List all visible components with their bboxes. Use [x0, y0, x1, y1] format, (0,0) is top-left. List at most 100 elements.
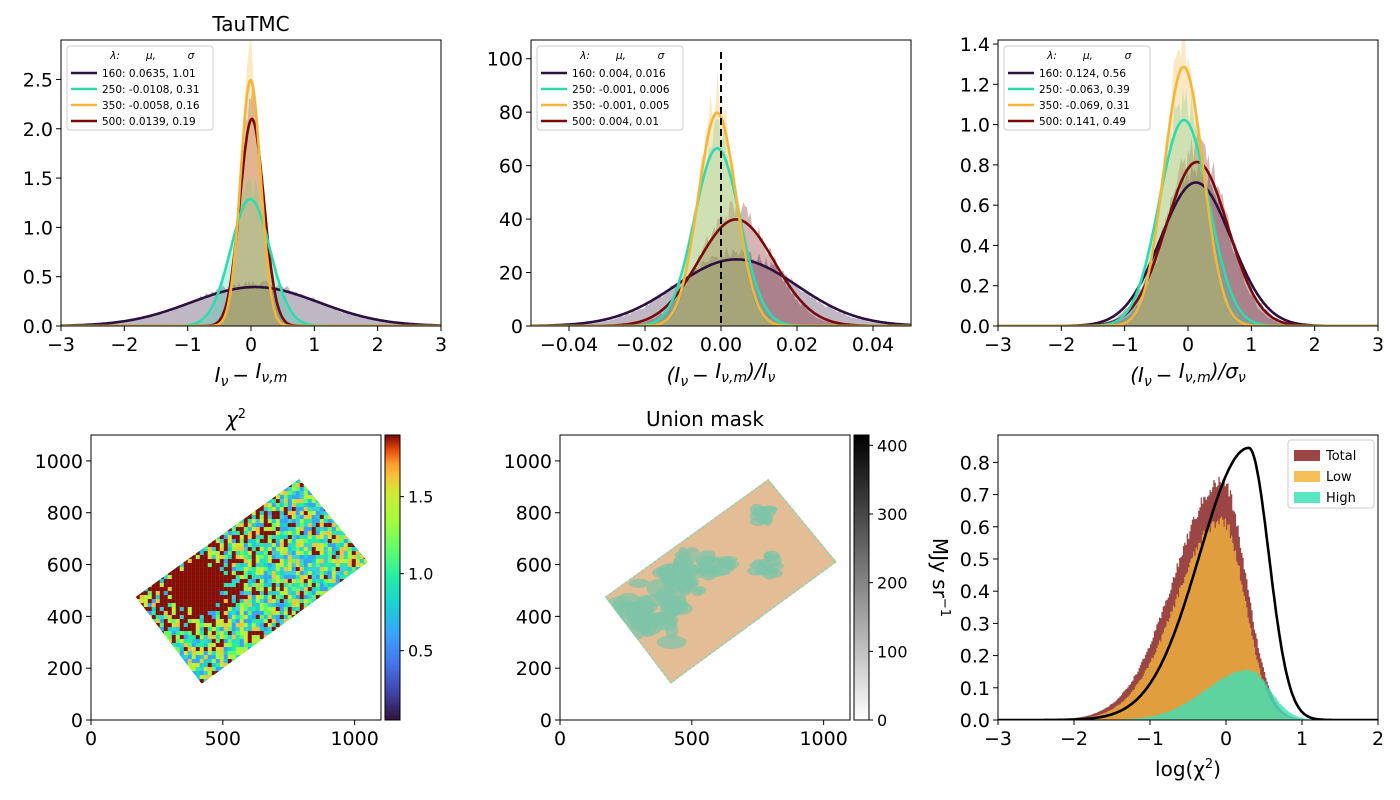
cloud-region	[631, 601, 659, 613]
x-tick-label: 3	[435, 334, 447, 356]
y-tick-label: 600	[47, 555, 83, 577]
x-axis-label-part: (I	[667, 363, 681, 387]
cloud-region	[711, 568, 731, 576]
fit-line-350	[61, 78, 441, 326]
chart-panel-3: −3 −2 −1 0 1 2 30.00.20.40.60.81.01.21.4(Iν − I…	[960, 34, 1384, 390]
colorbar-tick-label: 0	[877, 711, 887, 730]
legend-entry: 160: 0.0635, 1.01	[102, 68, 196, 80]
map-image	[604, 479, 837, 684]
fit-line-250	[998, 118, 1378, 326]
x-tick-label: 500	[205, 728, 241, 750]
legend-header: σ	[188, 50, 195, 62]
x-tick-label: 0	[1182, 334, 1194, 356]
legend-entry: 160: 0.004, 0.016	[572, 68, 666, 80]
axes-frame	[559, 434, 851, 721]
chart-panel-4: 0 500 1000 0 200 400 600 800 1000 χ2 0.5 1.0 1.5	[35, 407, 434, 750]
x-tick-label: 0.04	[852, 334, 894, 356]
y-tick-label: 2.5	[23, 69, 53, 91]
map-image	[135, 479, 368, 684]
x-axis-label-part: (I	[1130, 363, 1144, 387]
x-tick-label: 1	[308, 334, 320, 356]
x-tick-label: 0	[554, 728, 566, 750]
y-tick-label: 200	[516, 658, 552, 680]
legend-header: λ:	[579, 50, 590, 62]
legend-box	[1003, 45, 1151, 131]
cloud-region	[763, 551, 773, 561]
axes-frame	[90, 434, 382, 721]
colorbar-tick-label: 1.0	[408, 565, 433, 584]
y-tick-label: 1.0	[960, 115, 990, 137]
x-axis-label-part: −	[232, 363, 255, 387]
x-tick-label: 0	[1220, 728, 1232, 750]
y-tick-label: 800	[47, 503, 83, 525]
y-tick-label: 0.2	[960, 276, 990, 298]
x-tick-label: 0.02	[776, 334, 818, 356]
y-tick-label: 400	[47, 606, 83, 628]
x-tick-label: 2	[1309, 334, 1321, 356]
cloud-region	[677, 546, 689, 562]
legend-box	[536, 45, 684, 131]
x-tick-label: 0	[85, 728, 97, 750]
histogram-500	[998, 128, 1378, 326]
legend-entry: 350: -0.069, 0.31	[1039, 100, 1130, 112]
x-axis-label-part: )/σ	[1209, 359, 1240, 383]
x-tick-label: 1000	[330, 728, 378, 750]
legend-entry: 500: 0.141, 0.49	[1039, 116, 1126, 128]
legend-box	[66, 45, 214, 131]
cloud-region	[699, 550, 716, 559]
x-axis-label: (Iν − Iν,m)/Iν	[667, 359, 776, 390]
histogram-low	[998, 516, 1378, 720]
chart-title: χ2	[225, 407, 246, 431]
x-axis-label: log(χ2)	[1155, 757, 1221, 781]
chart-panel-6: −3 −2 −1 0 1 2 0.0 0.1 0.2 0.3 0.4 0.5 0.6 0.7 0.8 log(…	[960, 434, 1384, 781]
legend-entry: High	[1326, 491, 1356, 506]
y-tick-label: 0	[71, 710, 83, 732]
x-axis-label-part: I	[1179, 359, 1185, 383]
x-axis-label-part: −	[1156, 363, 1179, 387]
y-tick-label: 0.1	[960, 678, 990, 700]
legend-header: σ	[1125, 50, 1132, 62]
cloud-region	[656, 635, 687, 649]
chart-title: Union mask	[646, 407, 764, 431]
cloud-region	[757, 506, 768, 518]
x-axis-label: (Iν − Iν,m)/σν	[1130, 359, 1246, 390]
y-tick-label: 0.4	[960, 581, 990, 603]
legend: λ: μ, σ 160: 0.124, 0.56 250: -0.063, 0.39 35…	[1003, 45, 1151, 131]
cloud-region	[674, 567, 687, 578]
chart-panel-5: 0 500 1000 0 200 400 600 800 1000 Union mask 0 100 2…	[504, 407, 952, 750]
x-tick-label: 1	[1296, 728, 1308, 750]
y-tick-label: 2.0	[23, 119, 53, 141]
x-tick-label: 500	[674, 728, 710, 750]
legend-swatch-high	[1294, 492, 1320, 503]
x-axis-label-part: −	[692, 363, 715, 387]
legend-entry: 250: -0.063, 0.39	[1039, 84, 1130, 96]
x-axis-label-part: )/I	[745, 359, 768, 383]
cloud-region	[751, 559, 765, 569]
axes-frame	[60, 39, 442, 327]
cloud-region	[666, 566, 675, 574]
colorbar-tick-label: 1.5	[408, 488, 433, 507]
legend: λ: μ, σ 160: 0.0635, 1.01 250: -0.0108, 0.31…	[66, 45, 214, 131]
y-tick-label: 1000	[35, 451, 83, 473]
x-tick-label: −1	[1111, 334, 1139, 356]
mask-edge	[604, 479, 837, 684]
axes-frame	[997, 39, 1379, 327]
legend: Total Low High	[1287, 439, 1375, 509]
x-tick-label: −3	[47, 334, 75, 356]
histogram-350	[998, 40, 1378, 326]
cloud-region	[628, 578, 650, 588]
x-tick-label: −2	[1047, 334, 1075, 356]
x-tick-label: 2	[372, 334, 384, 356]
y-tick-label: 60	[499, 156, 523, 178]
axes-frame	[530, 39, 912, 327]
x-tick-label: −3	[984, 334, 1012, 356]
y-tick-label: 0.0	[960, 316, 990, 338]
x-tick-label: 0.00	[700, 334, 742, 356]
cloud-region	[662, 574, 679, 587]
legend-entry: Low	[1326, 470, 1352, 485]
x-axis-label-part: ν	[1238, 370, 1246, 386]
cloud-region	[768, 562, 784, 571]
legend-header: μ,	[145, 50, 156, 62]
